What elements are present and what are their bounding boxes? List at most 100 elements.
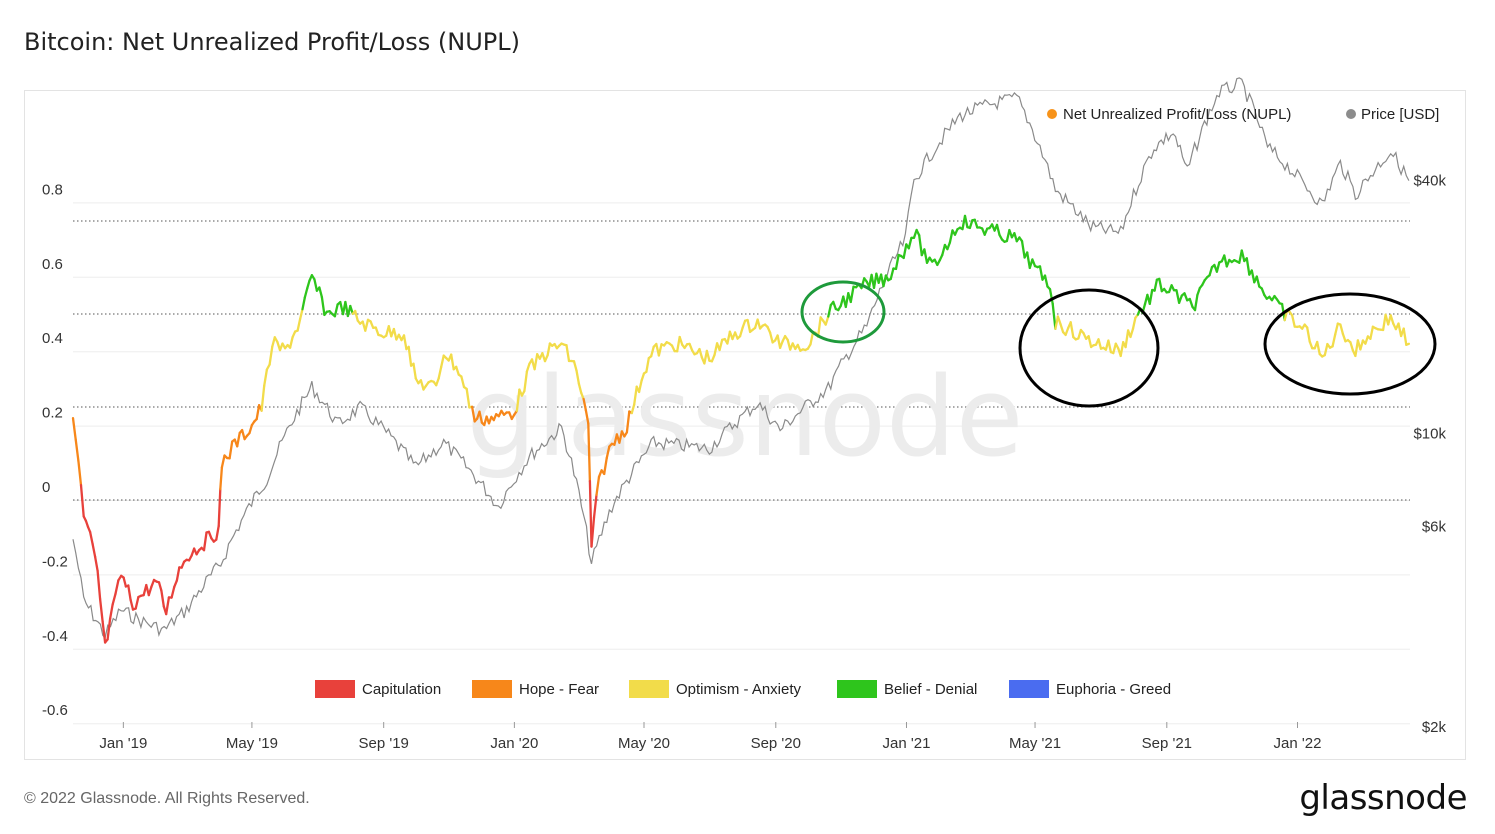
nupl-segment (718, 338, 724, 352)
nupl-segment (968, 219, 974, 230)
zone-legend-label: Belief - Denial (884, 681, 977, 698)
x-tick-label: Sep '20 (751, 735, 801, 752)
nupl-segment (165, 596, 171, 616)
nupl-segment (1107, 339, 1113, 354)
nupl-segment (1359, 339, 1365, 351)
nupl-segment (288, 336, 294, 349)
nupl-segment (296, 317, 302, 332)
legend-dot (1047, 109, 1057, 119)
zone-legend: Capitulation Hope - Fear Optimism - Anxiet… (315, 680, 1171, 698)
nupl-segment (525, 362, 531, 373)
nupl-segment (595, 475, 601, 497)
nupl-segment (816, 316, 822, 338)
nupl-segment (1255, 275, 1261, 288)
nupl-segment (1364, 335, 1370, 345)
nupl-segment (71, 417, 77, 441)
nupl-segment (122, 576, 128, 588)
nupl-segment (698, 347, 704, 359)
nupl-segment (1043, 274, 1049, 288)
nupl-segment (101, 620, 107, 644)
nupl-segment (402, 334, 408, 351)
nupl-segment (588, 480, 593, 548)
nupl-segment (1056, 315, 1062, 326)
nupl-segment (228, 440, 234, 460)
nupl-segment (515, 388, 521, 412)
nupl-segment (303, 287, 309, 299)
nupl-segment (268, 345, 274, 366)
nupl-segment (240, 428, 246, 441)
nupl-segment (407, 345, 413, 367)
y-left-tick-label: -0.4 (42, 628, 68, 645)
copyright-text: © 2022 Glassnode. All Rights Reserved. (24, 790, 310, 807)
nupl-segment (364, 318, 370, 332)
nupl-segment (824, 315, 830, 326)
nupl-segment (625, 410, 631, 434)
black-circle-annotation (1263, 292, 1437, 396)
nupl-segment (1208, 265, 1214, 277)
zone-legend-label: Optimism - Anxiety (676, 681, 802, 698)
x-tick-label: Jan '22 (1274, 735, 1322, 752)
nupl-segment (435, 377, 440, 387)
zone-legend-swatch (472, 680, 512, 698)
nupl-segment (465, 387, 471, 409)
nupl-segment (1026, 251, 1031, 270)
nupl-segment (902, 243, 908, 260)
nupl-segment (392, 327, 398, 341)
x-tick-label: Jan '21 (883, 735, 931, 752)
nupl-segment (618, 430, 624, 444)
nupl-segment (645, 356, 650, 373)
nupl-segment (160, 589, 165, 608)
nupl-segment (91, 542, 97, 558)
x-tick-label: Jan '20 (490, 735, 538, 752)
nupl-segment (129, 598, 135, 611)
nupl-segment (778, 340, 784, 349)
annotations (800, 280, 1437, 408)
nupl-segment (678, 335, 684, 346)
nupl-segment (108, 603, 114, 620)
nupl-segment (1240, 249, 1246, 263)
nupl-segment (1250, 269, 1256, 284)
black-circle-annotation (1018, 288, 1160, 408)
nupl-segment (1048, 288, 1054, 305)
nupl-segment (640, 372, 646, 382)
nupl-segment (630, 403, 636, 415)
nupl-segment (219, 466, 224, 491)
nupl-segment (1349, 341, 1355, 352)
y-left-tick-label: 0.2 (42, 405, 63, 422)
nupl-segment (374, 326, 380, 337)
nupl-segment (1341, 332, 1347, 343)
nupl-segment (894, 253, 900, 271)
legend-dot (1346, 109, 1356, 119)
nupl-segment (1291, 314, 1296, 328)
nupl-segment (1334, 322, 1339, 336)
nupl-series (71, 214, 1411, 644)
nupl-segment (1316, 340, 1321, 356)
green-circle-annotation (800, 280, 886, 344)
x-tick-label: Sep '21 (1142, 735, 1192, 752)
nupl-segment (946, 241, 952, 251)
nupl-segment (603, 457, 608, 476)
y-left-tick-label: -0.2 (42, 553, 68, 570)
nupl-segment (918, 234, 923, 257)
x-axis: Jan '19 May '19 Sep '19 Jan '20 May '20 Sep '… (99, 722, 1321, 752)
nupl-segment (1405, 342, 1411, 346)
nupl-segment (575, 369, 581, 385)
nupl-segment (88, 530, 94, 546)
nupl-segment (1119, 341, 1125, 358)
nupl-segment (1369, 325, 1375, 340)
nupl-segment (1087, 335, 1093, 349)
nupl-segment (1051, 302, 1057, 330)
x-tick-label: Sep '19 (358, 735, 408, 752)
x-tick-label: May '21 (1009, 735, 1061, 752)
y-left-tick-label: 0.6 (42, 256, 63, 273)
nupl-segment (147, 585, 153, 597)
nupl-segment (1331, 333, 1337, 348)
zone-legend-swatch (629, 680, 669, 698)
nupl-segment (175, 566, 181, 582)
nupl-segment (741, 319, 747, 329)
price-series (72, 77, 1410, 640)
nupl-segment (1077, 328, 1083, 340)
nupl-segment (941, 243, 947, 257)
nupl-segment (738, 326, 744, 338)
